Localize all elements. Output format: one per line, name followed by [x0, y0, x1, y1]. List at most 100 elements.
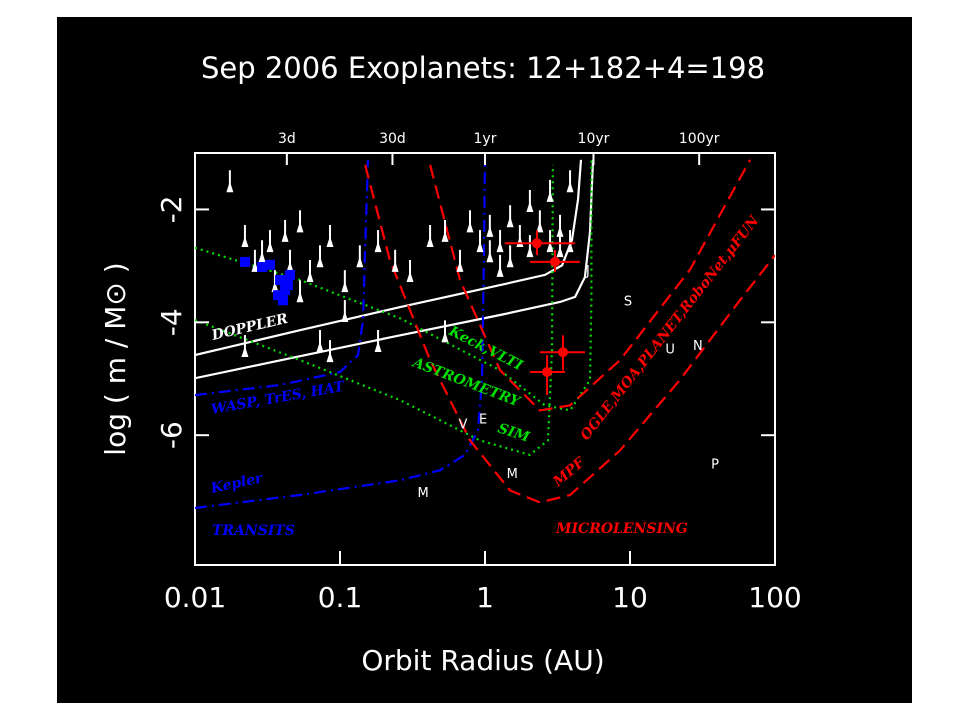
- arrow-head: [556, 246, 564, 258]
- x-tick-label: 1: [476, 581, 494, 614]
- solar-system-planet: P: [711, 457, 719, 472]
- planet-point: [441, 320, 449, 343]
- x2-tick-label: 30d: [379, 131, 406, 147]
- plot-area: [195, 155, 775, 510]
- planet-point: [296, 210, 304, 233]
- x2-tick-label: 3d: [278, 131, 296, 147]
- x2-tick-label: 1yr: [474, 131, 497, 147]
- planet-point: [496, 254, 504, 277]
- arrow-head: [306, 270, 314, 282]
- transit-point: [284, 269, 295, 280]
- solar-system-planet: U: [665, 342, 675, 357]
- background: [57, 17, 912, 703]
- arrow-head: [506, 256, 514, 268]
- planet-point: [441, 219, 449, 242]
- arrow-head: [486, 251, 494, 263]
- detection-curve: [195, 159, 595, 380]
- y-tick-label: -4: [155, 308, 188, 336]
- x-axis-label: Orbit Radius (AU): [361, 644, 604, 677]
- arrow-head: [566, 181, 574, 193]
- planet-point: [296, 280, 304, 303]
- arrow-head: [356, 256, 364, 268]
- solar-system-planet: S: [624, 294, 632, 309]
- microlensing-point: [550, 256, 561, 267]
- arrow-head: [486, 225, 494, 237]
- planet-point: [476, 230, 484, 253]
- arrow-head: [374, 241, 382, 253]
- arrow-head: [271, 281, 279, 293]
- transit-point: [277, 295, 288, 306]
- detection-curve: [195, 159, 593, 412]
- detection-curve: [429, 159, 752, 412]
- planet-point: [406, 259, 414, 282]
- planet-point: [316, 329, 324, 352]
- planet-point: [374, 230, 382, 253]
- arrow-head: [258, 251, 266, 263]
- planet-point: [426, 224, 434, 247]
- planet-point: [546, 179, 554, 202]
- transit-point: [283, 280, 294, 291]
- planet-point: [226, 170, 234, 193]
- x2-tick-label: 10yr: [578, 131, 610, 147]
- arrow-head: [266, 241, 274, 253]
- planet-point: [341, 300, 349, 323]
- solar-system-planet: E: [479, 412, 487, 427]
- planet-point: [566, 170, 574, 193]
- arrow-head: [496, 265, 504, 277]
- x-tick-label: 10: [612, 581, 648, 614]
- planet-point: [536, 210, 544, 233]
- transit-point: [275, 274, 286, 285]
- planet-point: [306, 259, 314, 282]
- planet-point: [391, 249, 399, 272]
- arrow-head: [441, 230, 449, 242]
- chart-title: Sep 2006 Exoplanets: 12+182+4=198: [201, 51, 765, 85]
- planet-point: [456, 249, 464, 272]
- arrow-head: [286, 260, 294, 272]
- microlensing-point: [531, 238, 542, 249]
- arrow-head: [341, 281, 349, 293]
- planet-point: [241, 335, 249, 358]
- arrow-head: [506, 216, 514, 228]
- arrow-head: [426, 235, 434, 247]
- solar-system-planet: N: [693, 339, 703, 354]
- arrow-head: [466, 221, 474, 233]
- curve-label: TRANSITS: [212, 523, 295, 539]
- planet-point: [556, 235, 564, 258]
- x-tick-label: 100: [748, 581, 801, 614]
- detection-curve: [195, 159, 370, 397]
- arrow-head: [496, 241, 504, 253]
- arrow-head: [316, 256, 324, 268]
- arrow-head: [526, 246, 534, 258]
- arrow-head: [476, 241, 484, 253]
- arrow-head: [526, 201, 534, 213]
- arrow-head: [374, 340, 382, 352]
- transit-point: [257, 262, 268, 273]
- planet-point: [486, 214, 494, 237]
- planet-point: [241, 224, 249, 247]
- planet-point: [326, 224, 334, 247]
- detection-curve: [364, 164, 775, 504]
- transit-point: [273, 290, 284, 301]
- planet-point: [556, 214, 564, 237]
- arrow-head: [546, 190, 554, 202]
- arrow-head: [556, 225, 564, 237]
- transit-point: [264, 259, 275, 270]
- x-tick-label: 0.01: [164, 581, 226, 614]
- arrow-head: [251, 260, 259, 272]
- x-tick-label: 0.1: [318, 581, 363, 614]
- arrow-head: [296, 221, 304, 233]
- planet-point: [486, 240, 494, 263]
- planet-point: [258, 240, 266, 263]
- solar-system-planet: J: [585, 264, 590, 279]
- arrow-head: [326, 351, 334, 363]
- planet-point: [526, 190, 534, 213]
- planet-point: [316, 245, 324, 268]
- arrow-head: [441, 331, 449, 343]
- arrow-head: [456, 260, 464, 272]
- planet-point: [566, 230, 574, 253]
- curve-label: MICROLENSING: [555, 521, 688, 537]
- planet-point: [466, 210, 474, 233]
- arrow-head: [326, 235, 334, 247]
- solar-system-planet: M: [507, 467, 518, 482]
